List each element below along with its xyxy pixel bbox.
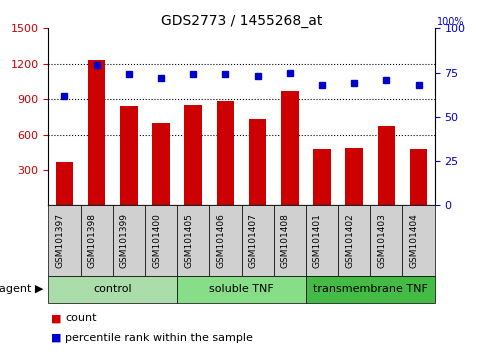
Text: GSM101408: GSM101408 bbox=[281, 213, 290, 268]
Bar bbox=[88, 60, 105, 205]
Text: GSM101400: GSM101400 bbox=[152, 213, 161, 268]
Bar bbox=[185, 105, 202, 205]
Bar bbox=[410, 149, 427, 205]
Text: GSM101401: GSM101401 bbox=[313, 213, 322, 268]
Text: control: control bbox=[93, 284, 132, 295]
Text: GSM101399: GSM101399 bbox=[120, 213, 129, 268]
Text: transmembrane TNF: transmembrane TNF bbox=[313, 284, 428, 295]
Text: percentile rank within the sample: percentile rank within the sample bbox=[65, 333, 253, 343]
Text: GSM101404: GSM101404 bbox=[410, 213, 419, 268]
Text: GSM101397: GSM101397 bbox=[56, 213, 64, 268]
Bar bbox=[216, 102, 234, 205]
Bar bbox=[313, 149, 331, 205]
Text: GDS2773 / 1455268_at: GDS2773 / 1455268_at bbox=[161, 14, 322, 28]
Text: GSM101402: GSM101402 bbox=[345, 213, 354, 268]
Bar bbox=[56, 162, 73, 205]
Text: ■: ■ bbox=[51, 333, 61, 343]
Text: ■: ■ bbox=[51, 313, 61, 323]
Bar bbox=[120, 106, 138, 205]
Bar bbox=[152, 123, 170, 205]
Text: GSM101403: GSM101403 bbox=[377, 213, 386, 268]
Text: agent ▶: agent ▶ bbox=[0, 284, 43, 295]
Bar bbox=[281, 91, 298, 205]
Text: count: count bbox=[65, 313, 97, 323]
Text: GSM101405: GSM101405 bbox=[184, 213, 193, 268]
Bar bbox=[378, 126, 395, 205]
Bar bbox=[345, 148, 363, 205]
Bar bbox=[249, 119, 267, 205]
Text: soluble TNF: soluble TNF bbox=[209, 284, 274, 295]
Text: GSM101407: GSM101407 bbox=[249, 213, 257, 268]
Text: GSM101406: GSM101406 bbox=[216, 213, 226, 268]
Text: GSM101398: GSM101398 bbox=[87, 213, 97, 268]
Text: 100%: 100% bbox=[437, 17, 465, 27]
